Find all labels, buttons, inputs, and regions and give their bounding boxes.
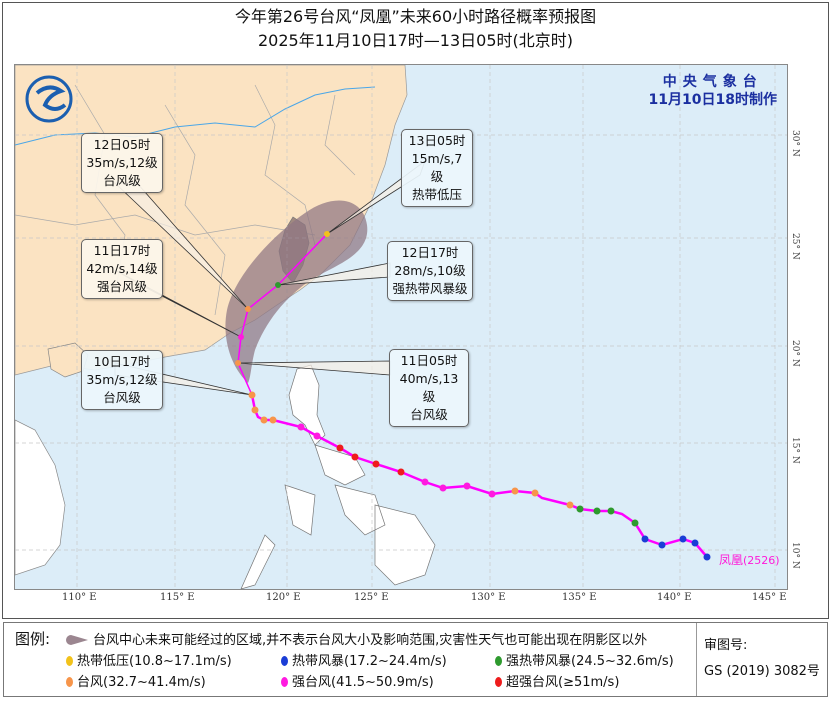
lat-label: 25° N xyxy=(790,233,800,260)
legend-panel: 图例: 台风中心未来可能经过的区域,并不表示台风大小及影响范围,灾害性天气也可能… xyxy=(3,622,828,697)
callout-time: 10日17时 xyxy=(93,354,151,369)
typhoon-name: 凤凰 xyxy=(719,553,744,567)
legend-item-ts: 热带风暴(17.2~24.4m/s) xyxy=(281,650,447,669)
severe-tropical-storm-icon xyxy=(495,656,502,666)
typhoon-icon xyxy=(66,677,73,687)
lat-label: 10° N xyxy=(790,542,800,569)
callout-time: 12日05时 xyxy=(93,137,151,152)
lat-label: 20° N xyxy=(790,340,800,367)
callout-wind: 40m/s,13级 xyxy=(399,371,459,404)
callout-time: 13日05时 xyxy=(408,133,466,148)
map-area: 中央气象台 11月10日18时制作 12日05时 35m/s,12级 台风级 1… xyxy=(14,64,788,590)
legend-item-ty: 台风(32.7~41.4m/s) xyxy=(66,671,206,690)
lon-label: 140° E xyxy=(657,592,692,603)
legend-main: 图例: 台风中心未来可能经过的区域,并不表示台风大小及影响范围,灾害性天气也可能… xyxy=(4,623,697,696)
approval-label: 审图号: xyxy=(704,638,748,653)
callout-level: 强热带风暴级 xyxy=(392,281,468,296)
lon-label: 115° E xyxy=(160,592,195,603)
callout-time: 11日05时 xyxy=(400,353,458,368)
lon-label: 130° E xyxy=(471,592,506,603)
callout-level: 热带低压 xyxy=(411,187,462,202)
map-subtitle: 2025年11月10日17时—13日05时(北京时) xyxy=(257,31,573,50)
legend-label: 强热带风暴(24.5~32.6m/s) xyxy=(506,654,674,669)
approval-number: GS (2019) 3082号 xyxy=(704,664,820,679)
legend-heading: 图例: xyxy=(15,630,51,648)
typhoon-name-label: 凤凰(2526) xyxy=(719,551,780,568)
issue-time: 11月10日18时制作 xyxy=(648,92,777,108)
legend-label: 强台风(41.5~50.9m/s) xyxy=(292,675,434,690)
map-title: 今年第26号台风“凤凰”未来60小时路径概率预报图 xyxy=(234,7,597,26)
callout-wind: 42m/s,14级 xyxy=(86,261,158,276)
lon-label: 125° E xyxy=(354,592,389,603)
agency-name: 中央气象台 xyxy=(662,74,763,90)
callout-wind: 15m/s,7级 xyxy=(411,151,463,184)
cone-icon xyxy=(66,635,88,645)
tropical-storm-icon xyxy=(281,656,288,666)
lon-label: 145° E xyxy=(752,592,787,603)
legend-cone: 台风中心未来可能经过的区域,并不表示台风大小及影响范围,灾害性天气也可能出现在阴… xyxy=(66,629,647,648)
lat-label: 30° N xyxy=(790,130,800,157)
callout-time: 11日17时 xyxy=(93,243,151,258)
callout-10d17h: 10日17时 35m/s,12级 台风级 xyxy=(81,350,163,410)
legend-label: 热带风暴(17.2~24.4m/s) xyxy=(292,654,447,669)
callout-wind: 35m/s,12级 xyxy=(86,372,158,387)
super-typhoon-icon xyxy=(495,677,502,687)
callout-11d05h: 11日05时 40m/s,13级 台风级 xyxy=(389,349,469,427)
lat-label: 15° N xyxy=(790,437,800,464)
callout-level: 强台风级 xyxy=(96,279,147,294)
map-approval: 审图号: GS (2019) 3082号 xyxy=(704,633,820,685)
callout-level: 台风级 xyxy=(103,390,141,405)
legend-label: 台风(32.7~41.4m/s) xyxy=(77,675,206,690)
lon-label: 135° E xyxy=(562,592,597,603)
legend-item-sty: 强台风(41.5~50.9m/s) xyxy=(281,671,434,690)
legend-item-sts: 强热带风暴(24.5~32.6m/s) xyxy=(495,650,674,669)
legend-label: 热带低压(10.8~17.1m/s) xyxy=(77,654,232,669)
lon-label: 110° E xyxy=(62,592,97,603)
callout-11d17h: 11日17时 42m/s,14级 强台风级 xyxy=(81,239,163,299)
lon-label: 120° E xyxy=(266,592,301,603)
legend-item-superty: 超强台风(≥51m/s) xyxy=(495,671,619,690)
typhoon-code: (2526) xyxy=(743,554,780,567)
agency-stamp: 中央气象台 11月10日18时制作 xyxy=(649,73,777,109)
callout-13d05h: 13日05时 15m/s,7级 热带低压 xyxy=(401,129,473,207)
legend-label: 超强台风(≥51m/s) xyxy=(506,675,620,690)
callout-wind: 35m/s,12级 xyxy=(86,155,158,170)
callout-time: 12日17时 xyxy=(401,245,459,260)
tropical-depression-icon xyxy=(66,656,73,666)
callout-12d05h: 12日05时 35m/s,12级 台风级 xyxy=(81,133,163,193)
callout-level: 台风级 xyxy=(103,173,141,188)
legend-item-td: 热带低压(10.8~17.1m/s) xyxy=(66,650,232,669)
severe-typhoon-icon xyxy=(281,677,288,687)
cone-text: 台风中心未来可能经过的区域,并不表示台风大小及影响范围,灾害性天气也可能出现在阴… xyxy=(93,633,648,648)
callout-level: 台风级 xyxy=(410,407,448,422)
callout-12d17h: 12日17时 28m/s,10级 强热带风暴级 xyxy=(387,241,473,301)
cma-logo-icon xyxy=(25,75,73,123)
callout-wind: 28m/s,10级 xyxy=(394,263,466,278)
